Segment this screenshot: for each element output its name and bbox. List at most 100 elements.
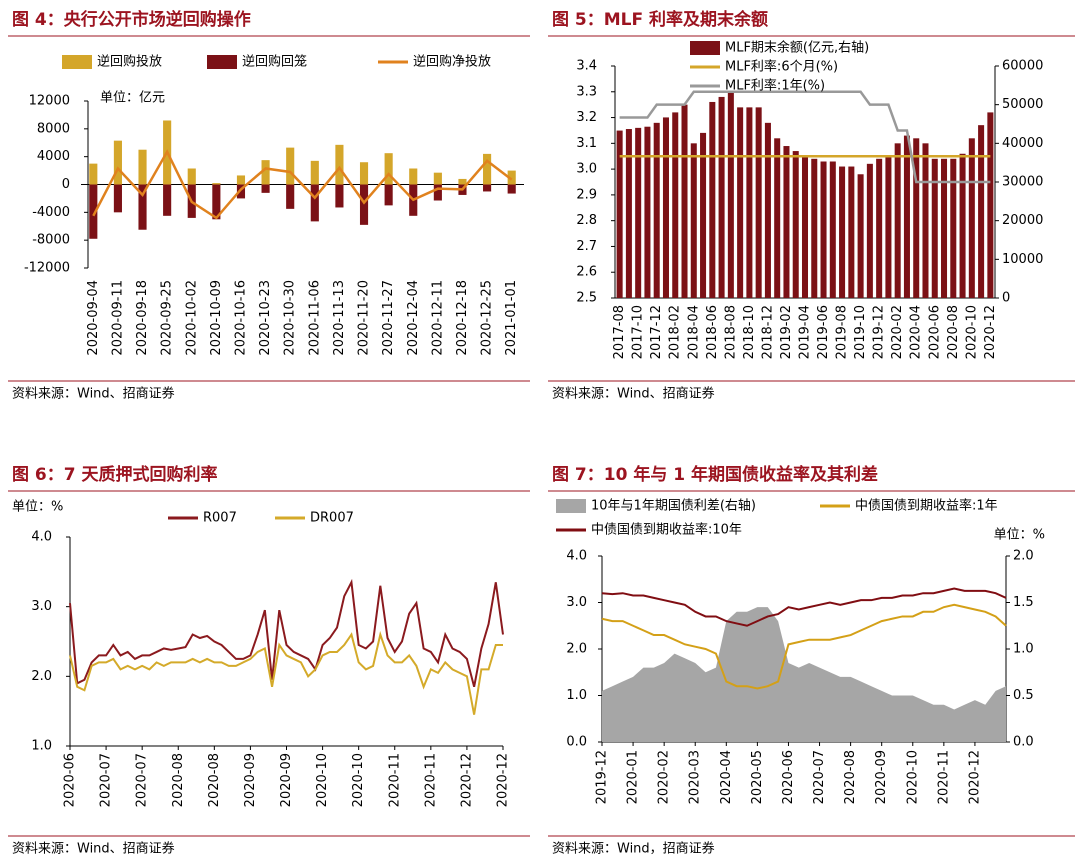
x-tick-label: 2019-08 xyxy=(835,305,850,359)
x-tick-label: 2020-11-13 xyxy=(332,280,347,356)
x-tick-label: 2020-06 xyxy=(927,305,942,359)
bar xyxy=(820,161,827,298)
x-tick-label: 2018-08 xyxy=(723,305,738,359)
bar xyxy=(458,178,467,185)
x-tick-label: 2020-04 xyxy=(719,750,734,804)
bar xyxy=(212,184,221,220)
bar xyxy=(635,127,642,298)
y-tick-label: 4.0 xyxy=(566,549,587,564)
bar xyxy=(662,117,669,298)
bar xyxy=(839,166,846,298)
x-tick-label: 2020-12 xyxy=(459,753,474,807)
x-tick-label: 2018-02 xyxy=(668,305,683,359)
x-tick-label: 2020-10-02 xyxy=(184,280,199,356)
bar xyxy=(261,160,270,185)
x-tick-label: 2020-10 xyxy=(315,753,330,807)
x-tick-label: 2020-09 xyxy=(279,753,294,807)
y-tick-label: 4000 xyxy=(37,149,70,164)
y-tick-label: 2.0 xyxy=(566,642,587,657)
legend-label: 中债国债到期收益率:1年 xyxy=(855,498,998,514)
legend-swatch xyxy=(690,41,720,55)
bar xyxy=(885,156,892,298)
bar xyxy=(286,147,295,185)
y2-tick-label: 30000 xyxy=(1002,175,1043,190)
bar xyxy=(89,184,98,239)
x-tick-label: 2020-06 xyxy=(781,750,796,804)
y-tick-label: -8000 xyxy=(32,233,70,248)
legend-swatch xyxy=(62,55,92,69)
chart-title: 图 6：7 天质押式回购利率 xyxy=(12,464,218,485)
x-tick-label: 2020-01 xyxy=(626,750,641,804)
bar xyxy=(700,132,707,298)
bar xyxy=(507,170,516,185)
bar xyxy=(212,183,221,185)
x-tick-label: 2020-11-20 xyxy=(357,280,372,356)
x-tick-label: 2017-12 xyxy=(649,305,664,359)
line-series xyxy=(69,578,504,688)
y-tick-label: 2.5 xyxy=(576,291,597,306)
x-tick-label: 2021-01-01 xyxy=(504,280,519,356)
y-tick-label: 2.7 xyxy=(576,239,597,254)
bar xyxy=(310,160,319,185)
y-tick-label: 3.1 xyxy=(576,136,597,151)
x-tick-label: 2020-09-04 xyxy=(86,280,101,356)
bar xyxy=(359,162,369,185)
y2-tick-label: 40000 xyxy=(1002,136,1043,151)
x-tick-label: 2020-10-30 xyxy=(283,280,298,356)
bar xyxy=(672,112,679,299)
x-tick-label: 2020-12 xyxy=(983,305,998,359)
bar xyxy=(187,168,196,185)
y2-tick-label: 50000 xyxy=(1002,97,1043,112)
y-tick-label: 3.0 xyxy=(31,599,52,614)
x-tick-label: 2020-12 xyxy=(496,753,511,807)
y-tick-label: 2.0 xyxy=(31,669,52,684)
x-tick-label: 2020-08 xyxy=(843,750,858,804)
x-tick-label: 2020-05 xyxy=(750,750,765,804)
legend-swatch xyxy=(207,55,237,69)
bar xyxy=(483,184,492,192)
y-tick-label: -4000 xyxy=(32,205,70,220)
legend-swatch xyxy=(556,499,586,513)
x-tick-label: 2020-11-27 xyxy=(381,280,396,356)
x-tick-label: 2020-10 xyxy=(905,750,920,804)
unit-label: 单位：亿元 xyxy=(100,91,165,106)
x-tick-label: 2019-12 xyxy=(595,750,610,804)
y2-tick-label: 1.0 xyxy=(1013,642,1034,657)
bar xyxy=(616,130,623,298)
x-tick-label: 2020-03 xyxy=(688,750,703,804)
bar xyxy=(261,184,270,193)
unit-label: 单位：% xyxy=(994,528,1045,543)
bar xyxy=(913,138,920,298)
bar xyxy=(113,184,122,213)
chart-title: 图 7：10 年与 1 年期国债收益率及其利差 xyxy=(552,464,878,485)
bar xyxy=(727,91,734,298)
y-tick-label: 3.0 xyxy=(576,162,597,177)
source-note: 资料来源：Wind、招商证券 xyxy=(12,386,175,402)
x-tick-label: 2020-09-18 xyxy=(135,280,150,356)
legend-label: MLF利率:1年(%) xyxy=(725,78,825,94)
x-tick-label: 2020-04 xyxy=(909,305,924,359)
x-tick-label: 2020-10 xyxy=(964,305,979,359)
x-tick-label: 2020-12-25 xyxy=(480,280,495,356)
bar xyxy=(163,184,172,216)
x-tick-label: 2019-04 xyxy=(798,305,813,359)
bar xyxy=(433,172,442,185)
bar xyxy=(409,168,418,185)
y-tick-label: 2.8 xyxy=(576,213,597,228)
x-tick-label: 2020-09-25 xyxy=(160,280,175,356)
y2-tick-label: 0.0 xyxy=(1013,735,1034,750)
x-tick-label: 2020-02 xyxy=(890,305,905,359)
y2-tick-label: 0.5 xyxy=(1013,688,1034,703)
source-note: 资料来源：Wind，招商证券 xyxy=(552,841,715,857)
bar xyxy=(625,129,632,298)
bar xyxy=(857,174,864,298)
x-tick-label: 2019-12 xyxy=(872,305,887,359)
bar xyxy=(335,144,344,185)
bar xyxy=(764,122,771,298)
y-tick-label: 12000 xyxy=(29,94,70,109)
bar xyxy=(903,135,910,298)
legend-label: 10年与1年期国债利差(右轴) xyxy=(591,499,756,514)
bar xyxy=(138,184,147,230)
chart-title: 图 5：MLF 利率及期末余额 xyxy=(552,9,768,30)
